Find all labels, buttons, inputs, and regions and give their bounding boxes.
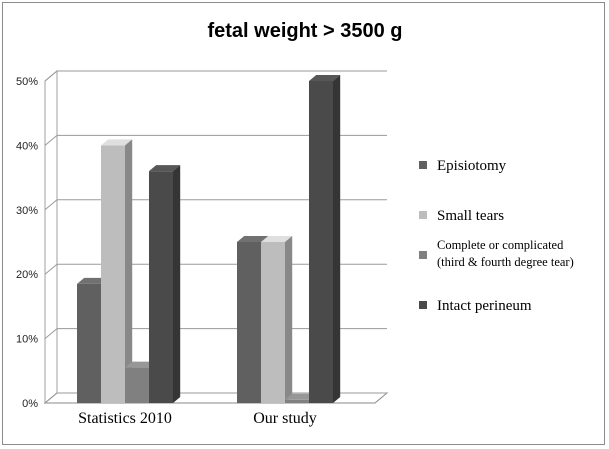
bar: [261, 236, 293, 403]
x-tick-label: Statistics 2010: [78, 410, 172, 427]
y-tick-label: 0%: [22, 398, 38, 410]
legend-item: Small tears: [419, 208, 504, 224]
legend-label: Intact perineum: [437, 298, 532, 314]
bar: [101, 139, 133, 403]
chart-svg: fetal weight > 3500 g 0%10%20%30%40%50% …: [16, 20, 574, 427]
legend: Episiotomy Small tears Complete or complic…: [419, 158, 574, 314]
bar-side: [125, 139, 133, 403]
chart-title: fetal weight > 3500 g: [207, 20, 402, 42]
bar-top: [125, 361, 157, 368]
bar-front: [125, 367, 149, 403]
legend-swatch: [419, 251, 427, 259]
bar-side: [333, 75, 341, 403]
y-tick-label: 30%: [16, 205, 38, 217]
bar-top: [237, 236, 269, 242]
y-tick-label: 10%: [16, 334, 38, 346]
bar-top: [101, 139, 133, 146]
x-tick-label: Our study: [253, 410, 317, 427]
bar-top: [77, 277, 109, 284]
bar-front: [101, 145, 125, 403]
legend-swatch: [419, 301, 427, 309]
chart-frame: fetal weight > 3500 g 0% 10% 20% 30% 40% 50% …: [2, 2, 605, 445]
side-wall: [44, 69, 58, 405]
legend-item: Episiotomy: [419, 158, 507, 174]
legend-label: Episiotomy: [437, 158, 507, 174]
legend-label: (third & fourth degree tear): [437, 255, 574, 269]
legend-label: Small tears: [437, 208, 504, 224]
y-axis-ticks: 0% 10% 20% 30% 40% 50%: [16, 76, 38, 410]
bar-top: [261, 236, 293, 242]
bar-front: [237, 242, 261, 403]
bar-front: [285, 399, 309, 403]
bar-side: [285, 236, 293, 403]
legend-item: Intact perineum: [419, 298, 532, 314]
gridline: [44, 134, 387, 146]
bar: [149, 165, 181, 403]
bar-top: [149, 165, 181, 172]
legend-swatch: [419, 161, 427, 169]
bar-front: [309, 81, 333, 403]
bar-front: [149, 171, 173, 403]
bar-top: [285, 393, 317, 400]
bar-top: [309, 75, 341, 81]
bar-side: [173, 165, 181, 403]
gridline: [44, 70, 387, 82]
back-wall: [57, 71, 387, 393]
legend-swatch: [419, 211, 427, 219]
bar-front: [261, 242, 285, 403]
y-tick-label: 50%: [16, 76, 38, 88]
bar-front: [77, 283, 101, 403]
gridline: [44, 199, 387, 211]
bars: [77, 75, 341, 403]
legend-item: Complete or complicated (third & fourth d…: [419, 238, 574, 269]
y-tick-label: 40%: [16, 140, 38, 152]
bar: [309, 75, 341, 403]
legend-label: Complete or complicated: [437, 238, 564, 252]
y-tick-label: 20%: [16, 269, 38, 281]
x-axis-labels: Statistics 2010 Our study: [78, 410, 317, 427]
